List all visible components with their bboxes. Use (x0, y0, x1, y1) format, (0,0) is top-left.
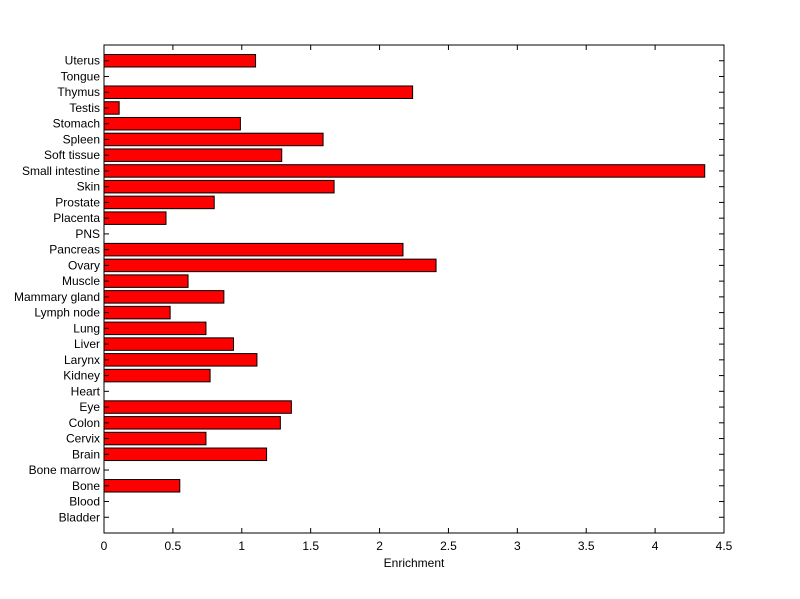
category-label: Kidney (63, 369, 100, 383)
category-label: Heart (71, 384, 101, 398)
bar (103, 85, 414, 99)
bar (103, 195, 215, 210)
x-tick-label: 4.5 (716, 539, 733, 553)
category-label: Mammary gland (14, 290, 100, 304)
ticks-layer (103, 45, 725, 533)
category-label: Cervix (66, 432, 100, 446)
category-label: Muscle (62, 274, 100, 288)
bar (103, 242, 404, 257)
bar (103, 274, 189, 288)
category-label: Testis (69, 101, 100, 115)
category-label: Prostate (55, 195, 100, 209)
bar (103, 321, 207, 336)
x-tick-label: 4 (652, 539, 659, 553)
bar (103, 353, 258, 367)
category-label: Lymph node (34, 306, 100, 320)
bar (103, 164, 706, 178)
category-label: Tongue (61, 69, 101, 83)
category-label: Bone (72, 479, 100, 493)
bar (103, 148, 283, 162)
x-tick-label: 3 (514, 539, 521, 553)
bar (103, 431, 207, 446)
bar (103, 479, 181, 493)
x-tick-labels: 0 0.5 1 1.5 2 2.5 3 3.5 4 4.5 (101, 539, 733, 553)
category-label: Colon (69, 416, 100, 430)
category-label: Liver (74, 337, 100, 351)
bar (103, 447, 268, 462)
bar (103, 416, 281, 430)
category-label: Thymus (57, 85, 100, 99)
bar (103, 116, 241, 131)
category-label: Small intestine (22, 164, 100, 178)
bar (103, 258, 437, 273)
category-label: Larynx (64, 353, 100, 367)
bar (103, 179, 335, 194)
bar (103, 337, 235, 351)
category-label: Stomach (53, 117, 100, 131)
bar (103, 305, 171, 320)
bar (103, 132, 324, 147)
category-label: Uterus (65, 54, 100, 68)
x-tick-label: 0.5 (165, 539, 182, 553)
x-tick-label: 2.5 (440, 539, 457, 553)
x-tick-label: 1 (238, 539, 245, 553)
category-label: Pancreas (49, 243, 100, 257)
bar (103, 290, 225, 304)
category-label: Spleen (63, 132, 100, 146)
plot-frame (103, 44, 725, 534)
category-label: Placenta (53, 211, 100, 225)
bar (103, 211, 167, 225)
bar (103, 53, 257, 68)
category-label: PNS (75, 227, 100, 241)
category-label: Eye (79, 400, 100, 414)
category-label: Brain (72, 447, 100, 461)
x-axis-label: Enrichment (384, 556, 445, 570)
x-tick-label: 2 (376, 539, 383, 553)
category-label: Bladder (59, 510, 100, 524)
category-label: Ovary (68, 258, 100, 272)
category-label: Lung (73, 321, 100, 335)
category-label: Blood (69, 495, 100, 509)
x-tick-label: 3.5 (578, 539, 595, 553)
bar (103, 400, 292, 414)
category-label: Bone marrow (29, 463, 101, 477)
category-label: Soft tissue (44, 148, 100, 162)
bar (103, 368, 211, 383)
category-label: Skin (77, 180, 100, 194)
x-tick-label: 0 (101, 539, 108, 553)
x-tick-label: 1.5 (302, 539, 319, 553)
